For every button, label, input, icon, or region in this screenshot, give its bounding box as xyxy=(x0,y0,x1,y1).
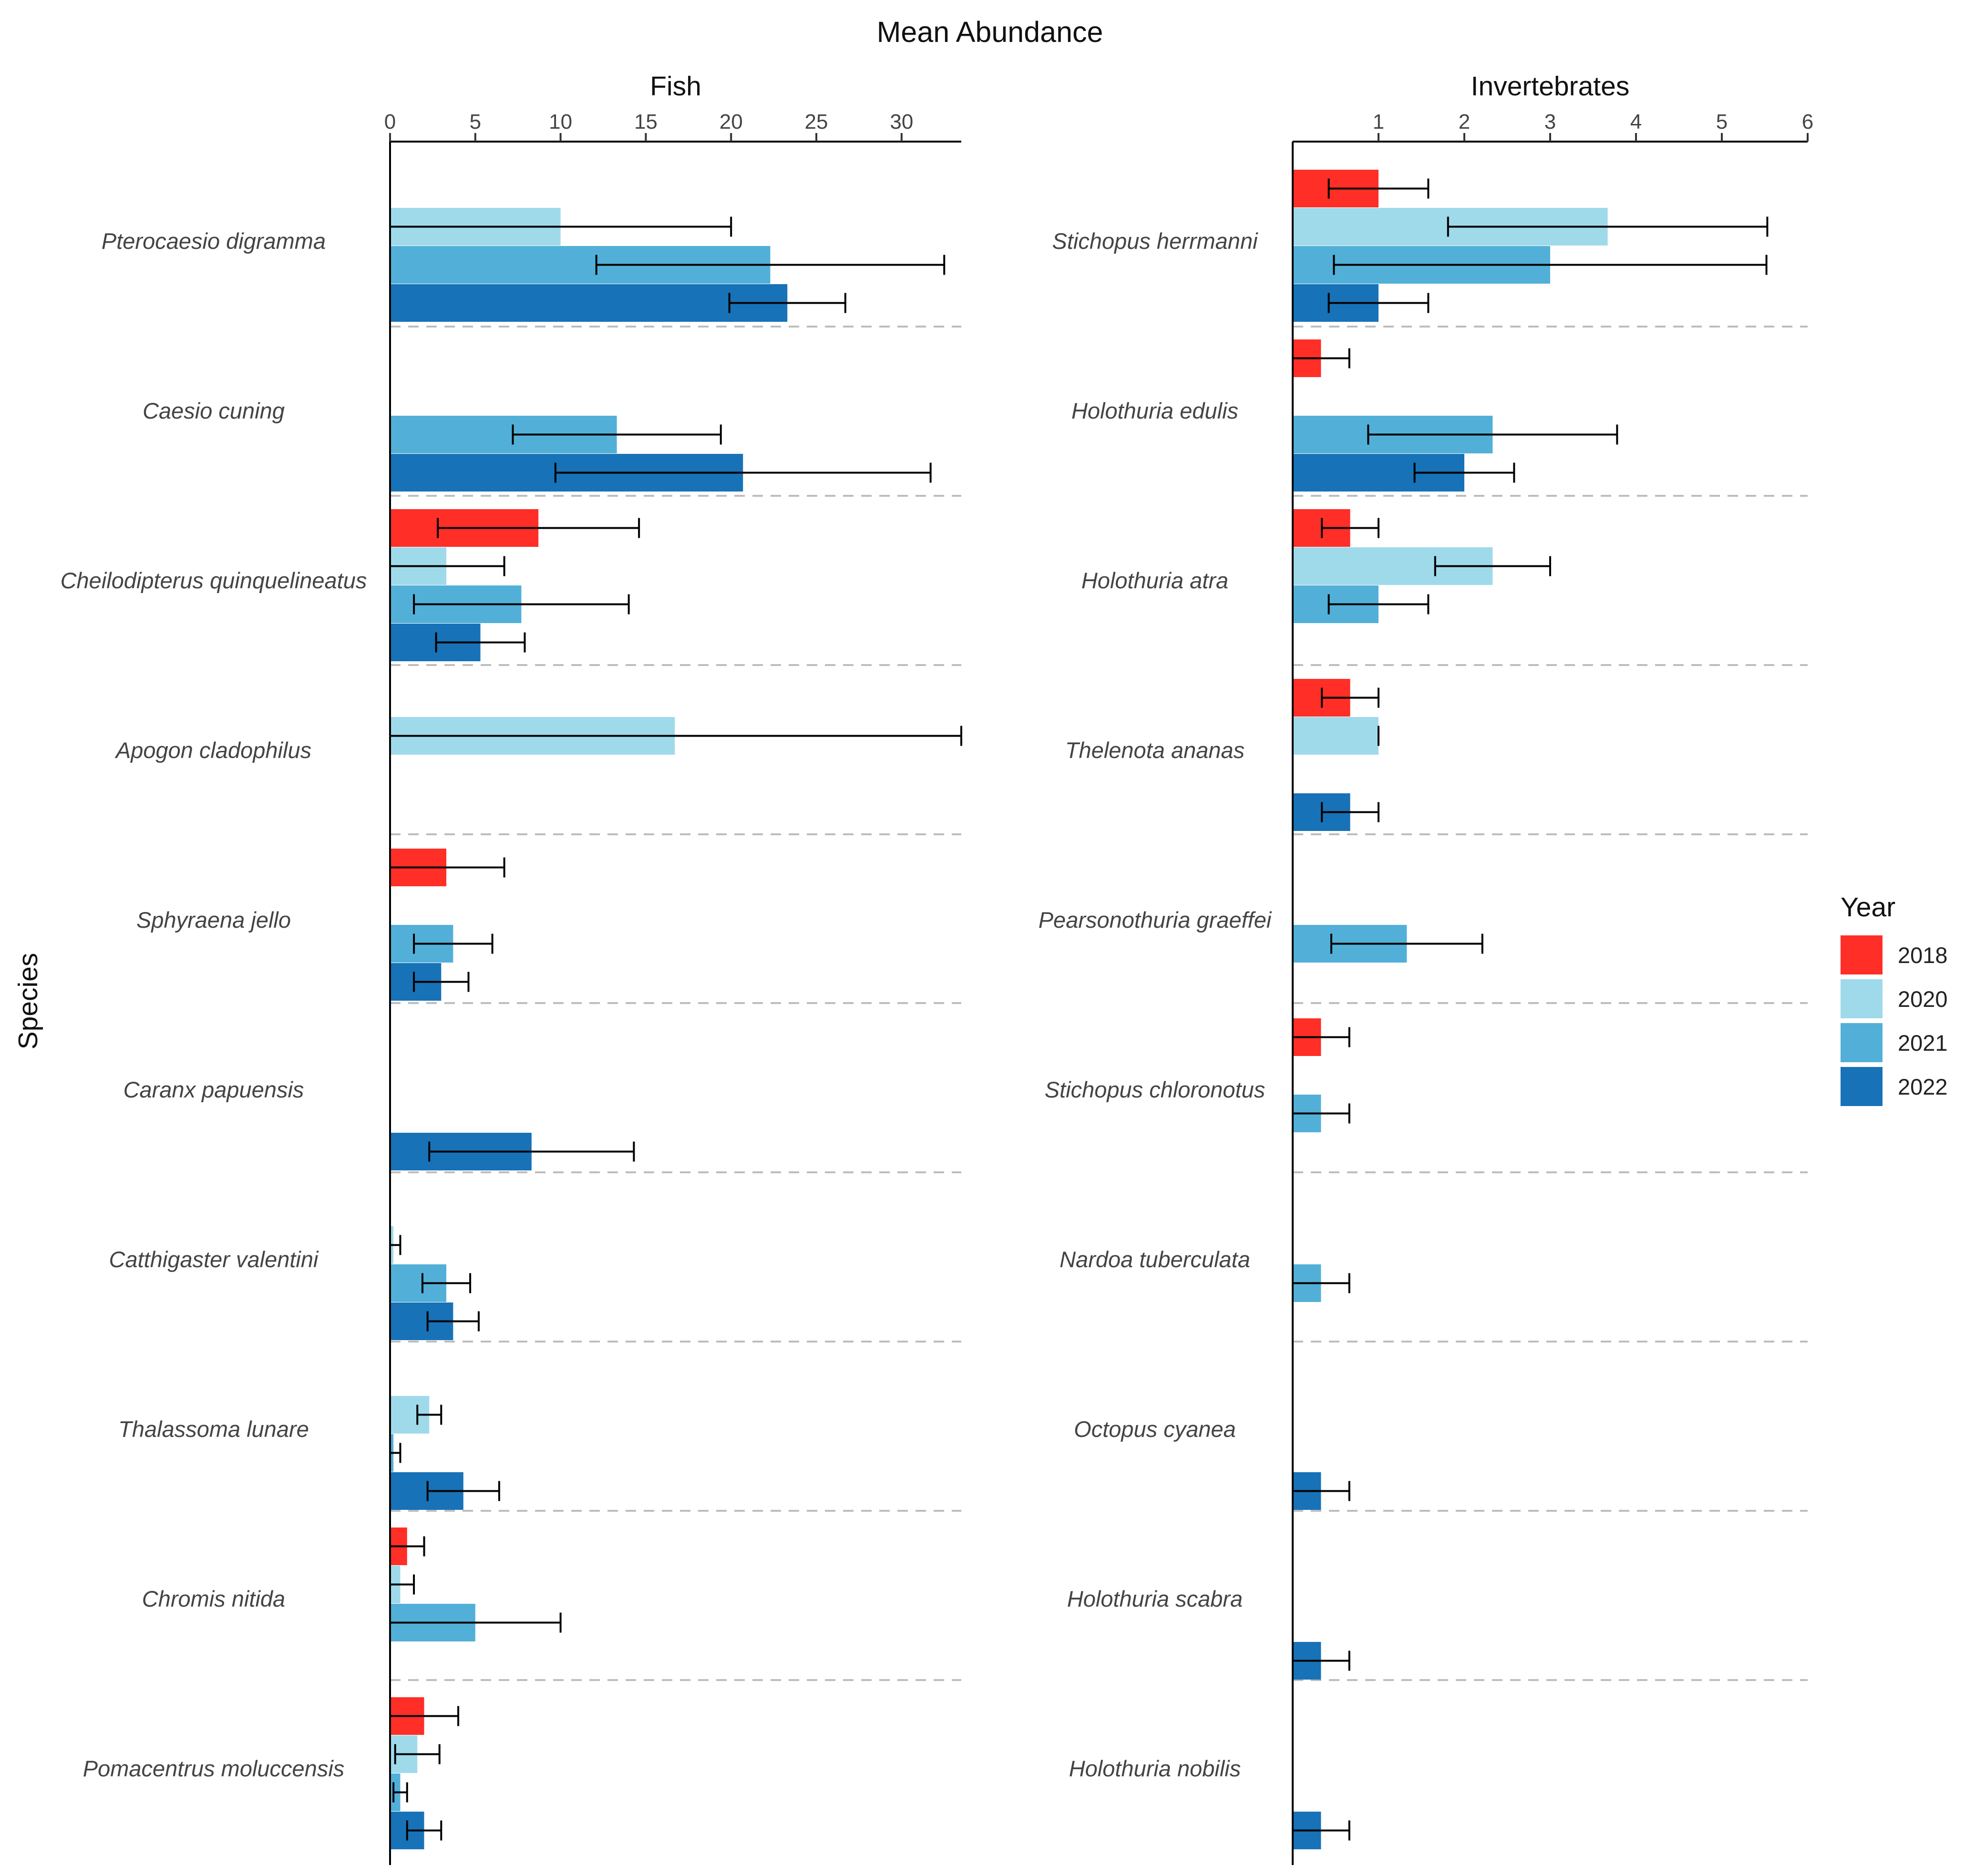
error-bar-fish-sphyraena-jello-2022 xyxy=(413,972,470,992)
error-bar-fish-pterocaesio-digramma-2021 xyxy=(595,255,946,275)
panel-title-invertebrates: Invertebrates xyxy=(1471,71,1630,102)
error-bar-invertebrates-holothuria-atra-2021 xyxy=(1327,594,1430,615)
panel-title-fish: Fish xyxy=(650,71,701,102)
legend: Year 2018 2020 2021 2022 xyxy=(1841,892,1948,1106)
category-label-stichopus-herrmanni: Stichopus herrmanni xyxy=(1052,228,1258,254)
category-label-cheilodipterus-quinquelineatus: Cheilodipterus quinquelineatus xyxy=(61,568,367,593)
legend-swatch-2020 xyxy=(1841,979,1883,1018)
error-bar-invertebrates-holothuria-edulis-2022 xyxy=(1413,462,1515,483)
category-label-holothuria-atra: Holothuria atra xyxy=(1081,568,1228,593)
panel-invertebrates: Invertebrates Stichopus herrmanni Holothur… xyxy=(1039,71,1813,1865)
error-bar-fish-pomacentrus-moluccensis-2020 xyxy=(394,1744,441,1764)
category-label-caranx-papuensis: Caranx papuensis xyxy=(123,1077,304,1102)
x-tick-label-fish-20: 20 xyxy=(720,110,743,133)
error-bar-invertebrates-stichopus-herrmanni-2018 xyxy=(1327,178,1430,199)
x-tick-label-fish-25: 25 xyxy=(805,110,828,133)
error-bar-fish-caranx-papuensis-2022 xyxy=(428,1141,635,1162)
error-bar-fish-caesio-cuning-2022 xyxy=(554,462,932,483)
x-tick-label-invertebrates-3: 3 xyxy=(1544,110,1556,133)
category-label-octopus-cyanea: Octopus cyanea xyxy=(1074,1416,1236,1442)
y-axis-title: Species xyxy=(13,953,43,1050)
x-tick-label-fish-5: 5 xyxy=(470,110,481,133)
error-bar-fish-pomacentrus-moluccensis-2022 xyxy=(406,1820,442,1841)
x-tick-label-fish-30: 30 xyxy=(890,110,913,133)
legend-label-2018: 2018 xyxy=(1898,943,1948,968)
category-label-holothuria-nobilis: Holothuria nobilis xyxy=(1069,1756,1241,1781)
error-bar-fish-thalassoma-lunare-2022 xyxy=(426,1481,500,1501)
category-label-thalassoma-lunare: Thalassoma lunare xyxy=(118,1416,309,1442)
error-bar-invertebrates-holothuria-atra-2020 xyxy=(1434,556,1551,576)
x-tick-label-fish-10: 10 xyxy=(549,110,572,133)
bar-invertebrates-thelenota-ananas-2020 xyxy=(1293,717,1379,755)
error-bar-fish-thalassoma-lunare-2020 xyxy=(416,1404,442,1425)
x-tick-label-invertebrates-4: 4 xyxy=(1630,110,1642,133)
category-label-holothuria-scabra: Holothuria scabra xyxy=(1067,1586,1243,1611)
x-tick-label-invertebrates-5: 5 xyxy=(1716,110,1728,133)
category-label-catthigaster-valentini: Catthigaster valentini xyxy=(109,1247,319,1272)
legend-label-2021: 2021 xyxy=(1898,1030,1948,1056)
category-label-apogon-cladophilus: Apogon cladophilus xyxy=(114,738,311,763)
legend-title: Year xyxy=(1841,892,1895,923)
error-bar-fish-catthigaster-valentini-2022 xyxy=(426,1311,480,1332)
error-bar-fish-catthigaster-valentini-2021 xyxy=(421,1273,472,1293)
category-label-pterocaesio-digramma: Pterocaesio digramma xyxy=(102,228,326,254)
x-tick-label-fish-0: 0 xyxy=(384,110,396,133)
legend-swatch-2021 xyxy=(1841,1023,1883,1062)
category-label-caesio-cuning: Caesio cuning xyxy=(143,398,285,423)
x-tick-label-invertebrates-1: 1 xyxy=(1373,110,1384,133)
chart-title: Mean Abundance xyxy=(877,16,1103,48)
error-bar-invertebrates-stichopus-herrmanni-2020 xyxy=(1447,216,1769,237)
x-tick-label-invertebrates-2: 2 xyxy=(1459,110,1470,133)
error-bar-fish-sphyraena-jello-2021 xyxy=(413,933,494,954)
error-bar-invertebrates-thelenota-ananas-2022 xyxy=(1321,802,1379,822)
legend-label-2020: 2020 xyxy=(1898,986,1948,1012)
legend-swatch-2018 xyxy=(1841,935,1883,974)
category-label-pearsonothuria-graeffei: Pearsonothuria graeffei xyxy=(1039,907,1272,933)
category-label-thelenota-ananas: Thelenota ananas xyxy=(1065,738,1245,763)
error-bar-fish-cheilodipterus-quinquelineatus-2021 xyxy=(413,594,630,615)
error-bar-fish-pterocaesio-digramma-2022 xyxy=(728,293,846,313)
category-label-stichopus-chloronotus: Stichopus chloronotus xyxy=(1045,1077,1265,1102)
error-bar-invertebrates-stichopus-herrmanni-2022 xyxy=(1327,293,1430,313)
error-bar-fish-cheilodipterus-quinquelineatus-2018 xyxy=(437,518,640,538)
x-tick-label-invertebrates-6: 6 xyxy=(1802,110,1813,133)
category-label-sphyraena-jello: Sphyraena jello xyxy=(136,907,291,933)
error-bar-fish-caesio-cuning-2021 xyxy=(512,424,722,445)
error-bar-invertebrates-stichopus-herrmanni-2021 xyxy=(1333,255,1768,275)
legend-swatch-2022 xyxy=(1841,1067,1883,1106)
category-label-chromis-nitida: Chromis nitida xyxy=(142,1586,285,1611)
bar-fish-pterocaesio-digramma-2022 xyxy=(390,284,788,322)
legend-label-2022: 2022 xyxy=(1898,1074,1948,1099)
error-bar-invertebrates-holothuria-atra-2018 xyxy=(1321,518,1379,538)
panel-fish: Fish Pterocaesio digramma Caesio cuning Che… xyxy=(61,71,962,1865)
category-label-pomacentrus-moluccensis: Pomacentrus moluccensis xyxy=(83,1756,345,1781)
category-label-nardoa-tuberculata: Nardoa tuberculata xyxy=(1060,1247,1250,1272)
chart-panels: Fish Pterocaesio digramma Caesio cuning Che… xyxy=(61,71,1813,1865)
category-label-holothuria-edulis: Holothuria edulis xyxy=(1071,398,1238,423)
error-bar-fish-pomacentrus-moluccensis-2021 xyxy=(392,1782,408,1803)
error-bar-fish-cheilodipterus-quinquelineatus-2022 xyxy=(435,632,526,653)
error-bar-invertebrates-holothuria-edulis-2021 xyxy=(1367,424,1618,445)
error-bar-invertebrates-thelenota-ananas-2018 xyxy=(1321,687,1379,708)
x-tick-label-fish-15: 15 xyxy=(634,110,658,133)
error-bar-invertebrates-pearsonothuria-graeffei-2021 xyxy=(1330,933,1483,954)
